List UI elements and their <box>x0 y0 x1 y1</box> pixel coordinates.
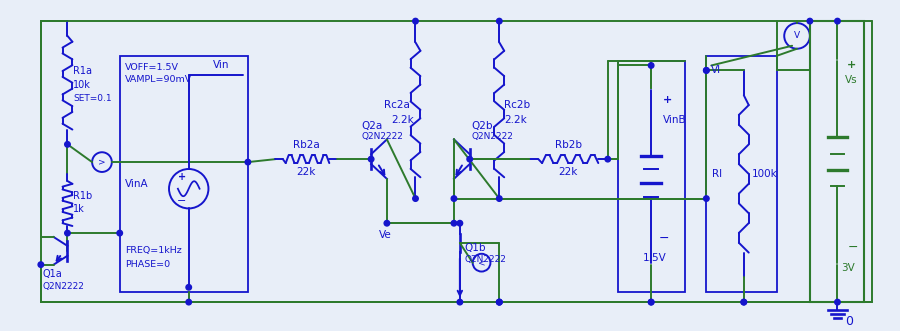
Text: Ve: Ve <box>379 230 392 240</box>
Text: 0: 0 <box>845 315 853 328</box>
Text: −: − <box>659 231 670 245</box>
Text: Rb2a: Rb2a <box>292 140 320 150</box>
Circle shape <box>451 196 456 201</box>
Circle shape <box>457 220 463 226</box>
Text: Q2N2222: Q2N2222 <box>43 282 85 291</box>
Text: Rc2a: Rc2a <box>384 100 410 110</box>
Text: V: V <box>794 31 800 40</box>
Circle shape <box>704 196 709 201</box>
Circle shape <box>497 299 502 305</box>
Text: Vl: Vl <box>711 66 722 75</box>
Circle shape <box>741 299 747 305</box>
Text: FREQ=1kHz: FREQ=1kHz <box>124 246 182 255</box>
Text: Vin: Vin <box>213 61 230 71</box>
Text: 3V: 3V <box>842 262 855 273</box>
Text: Q2N2222: Q2N2222 <box>472 132 514 141</box>
Text: Q2b: Q2b <box>472 120 493 131</box>
Circle shape <box>245 159 250 165</box>
Text: <: < <box>478 258 485 267</box>
Circle shape <box>413 196 418 201</box>
Circle shape <box>65 142 70 147</box>
Circle shape <box>467 156 472 162</box>
Text: −: − <box>177 196 186 206</box>
Text: VAMPL=90mV: VAMPL=90mV <box>124 75 192 84</box>
Bar <box>120 56 248 292</box>
Text: +: + <box>178 172 186 182</box>
Text: Q2N2222: Q2N2222 <box>361 132 403 141</box>
Circle shape <box>413 18 418 24</box>
Circle shape <box>457 299 463 305</box>
Circle shape <box>704 68 709 73</box>
Text: Rl: Rl <box>712 169 723 179</box>
Circle shape <box>384 220 390 226</box>
Circle shape <box>497 299 502 305</box>
Circle shape <box>704 68 709 73</box>
Circle shape <box>65 230 70 236</box>
Text: 2.2k: 2.2k <box>391 115 414 125</box>
Text: Q2N2222: Q2N2222 <box>464 255 507 264</box>
Circle shape <box>117 230 122 236</box>
Text: 22k: 22k <box>296 167 316 177</box>
Circle shape <box>648 299 654 305</box>
Text: R1a: R1a <box>74 66 93 76</box>
Circle shape <box>38 262 43 267</box>
Circle shape <box>497 18 502 24</box>
Bar <box>706 56 778 292</box>
Text: 10k: 10k <box>74 80 91 90</box>
Circle shape <box>741 299 747 305</box>
Text: Vs: Vs <box>845 75 858 85</box>
Circle shape <box>368 156 373 162</box>
Text: Rc2b: Rc2b <box>504 100 530 110</box>
Circle shape <box>807 18 813 24</box>
Text: +: + <box>847 61 857 71</box>
Text: 2.2k: 2.2k <box>504 115 527 125</box>
Circle shape <box>497 196 502 201</box>
Text: SET=0.1: SET=0.1 <box>74 94 112 103</box>
Bar <box>810 21 864 302</box>
Text: 1k: 1k <box>74 205 86 214</box>
Circle shape <box>834 299 841 305</box>
Bar <box>617 61 685 292</box>
Circle shape <box>186 285 192 290</box>
Text: Q2a: Q2a <box>361 120 382 131</box>
Text: 100k: 100k <box>752 169 778 179</box>
Text: R1b: R1b <box>74 191 93 201</box>
Text: PHASE=0: PHASE=0 <box>124 260 170 269</box>
Text: 1.5V: 1.5V <box>644 253 667 263</box>
Text: >: > <box>98 158 106 166</box>
Text: Rb2b: Rb2b <box>554 140 581 150</box>
Circle shape <box>605 156 610 162</box>
Circle shape <box>834 18 841 24</box>
Circle shape <box>497 299 502 305</box>
Text: −: − <box>847 241 858 254</box>
Circle shape <box>648 63 654 68</box>
Text: Q1b: Q1b <box>464 243 486 253</box>
Text: +: + <box>663 95 672 105</box>
Text: Q1a: Q1a <box>43 269 63 279</box>
Text: VinA: VinA <box>124 179 148 189</box>
Text: 22k: 22k <box>559 167 578 177</box>
Text: VOFF=1.5V: VOFF=1.5V <box>124 63 178 72</box>
Circle shape <box>186 299 192 305</box>
Circle shape <box>648 299 654 305</box>
Circle shape <box>451 220 456 226</box>
Text: VinB: VinB <box>663 115 687 125</box>
